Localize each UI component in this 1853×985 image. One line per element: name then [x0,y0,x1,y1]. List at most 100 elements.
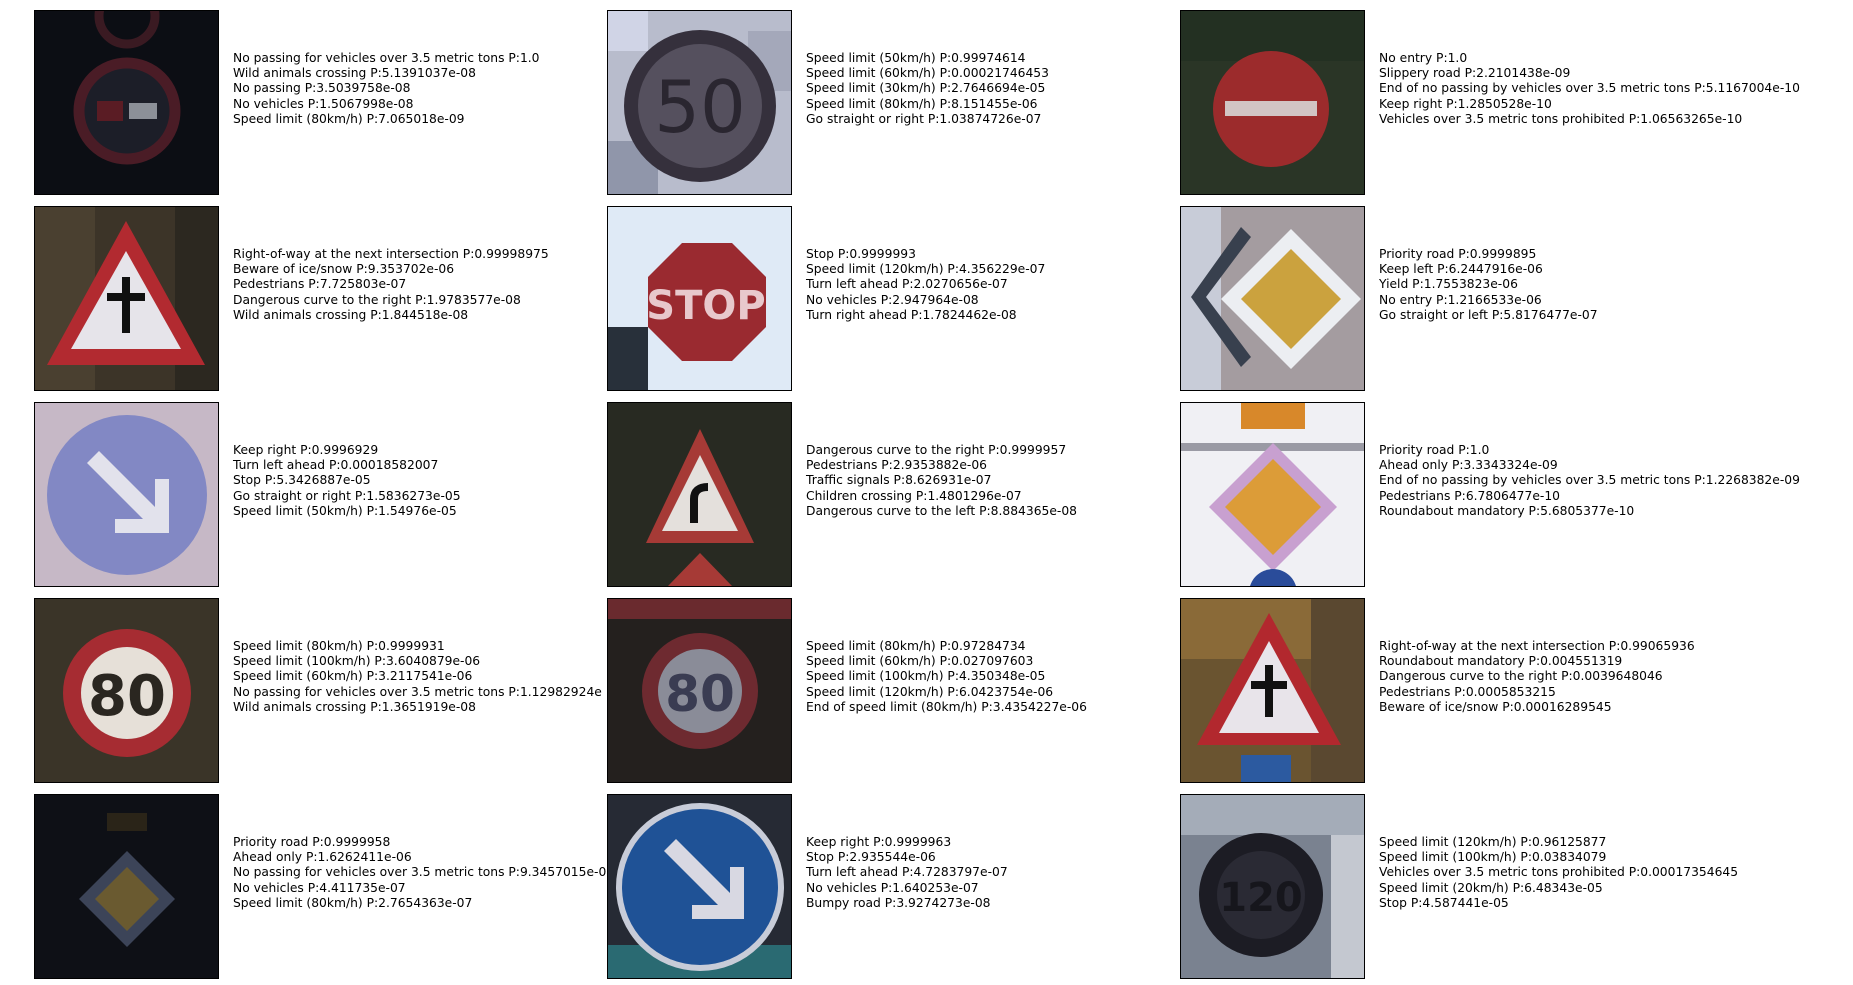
prediction-text: Speed limit (100km/h) P:3.6040879e-06 [233,654,481,669]
prediction-text: Keep right P:0.9999963 [806,835,952,849]
prediction-text: Pedestrians P:2.9353882e-06 [806,458,987,473]
prediction-text: Slippery road P:2.2101438e-09 [1379,66,1571,81]
prediction-text: Keep left P:6.2447916e-06 [1379,262,1543,277]
prediction-text: Beware of ice/snow P:9.353702e-06 [233,262,455,277]
prediction-text: Turn left ahead P:0.00018582007 [233,458,439,473]
prediction-text: Speed limit (80km/h) P:7.065018e-09 [233,111,465,126]
prediction-text: Dangerous curve to the right P:0.9999957 [806,443,1067,457]
speed-limit-120-sign-icon: 120 [1181,795,1364,978]
sign-thumbnail: 80 [607,598,792,783]
priority-road-sign-icon [1181,207,1364,390]
priority-road-sign-icon [1181,403,1364,586]
prediction-text: Speed limit (80km/h) P:2.7654363e-07 [233,895,473,910]
prediction-text: Speed limit (120km/h) P:4.356229e-07 [806,262,1046,277]
prediction-text: Wild animals crossing P:5.1391037e-08 [233,66,476,81]
prediction-list: Right-of-way at the next intersection P:… [1379,639,1853,715]
prediction-list: Keep right P:0.9996929 Turn left ahead P… [233,443,873,519]
sign-thumbnail [1180,10,1365,195]
prediction-text: Dangerous curve to the left P:8.884365e-… [806,503,1077,518]
panel: 80 Speed limit (80km/h) P:0.9999931 Spee… [34,598,654,783]
prediction-list: Speed limit (50km/h) P:0.99974614 Speed … [806,51,1446,127]
keep-right-sign-icon [35,403,218,586]
prediction-text: Bumpy road P:3.9274273e-08 [806,895,991,910]
prediction-text: Vehicles over 3.5 metric tons prohibited… [1379,865,1739,880]
sign-thumbnail [1180,206,1365,391]
prediction-text: No passing for vehicles over 3.5 metric … [233,684,602,699]
sign-thumbnail: STOP [607,206,792,391]
prediction-text: No entry P:1.0 [1379,51,1468,65]
prediction-text: Speed limit (50km/h) P:1.54976e-05 [233,503,457,518]
prediction-list: Priority road P:1.0 Ahead only P:3.33433… [1379,443,1853,519]
prediction-text: Go straight or right P:1.5836273e-05 [233,488,461,503]
prediction-text: Stop P:0.9999993 [806,247,916,261]
prediction-text: Ahead only P:3.3343324e-09 [1379,458,1558,473]
prediction-text: Keep right P:0.9996929 [233,443,379,457]
svg-text:120: 120 [1219,875,1303,921]
no-entry-sign-icon [1181,11,1364,194]
svg-text:80: 80 [88,664,166,729]
prediction-text: Turn left ahead P:2.0270656e-07 [806,277,1008,292]
panel: No passing for vehicles over 3.5 metric … [34,10,654,195]
sign-thumbnail: 80 [34,598,219,783]
panel: 120 Speed limit (120km/h) P:0.96125877 S… [1180,794,1800,979]
svg-text:80: 80 [665,665,735,723]
prediction-list: Priority road P:0.9999958 Ahead only P:1… [233,835,873,911]
prediction-text: Speed limit (80km/h) P:8.151455e-06 [806,96,1038,111]
prediction-text: Pedestrians P:7.725803e-07 [233,277,407,292]
panel: Priority road P:0.9999895 Keep left P:6.… [1180,206,1800,391]
panel: No entry P:1.0 Slippery road P:2.2101438… [1180,10,1800,195]
prediction-list: Right-of-way at the next intersection P:… [233,247,873,323]
sign-thumbnail [607,794,792,979]
prediction-list: Priority road P:0.9999895 Keep left P:6.… [1379,247,1853,323]
prediction-text: Speed limit (80km/h) P:0.97284734 [806,639,1026,653]
prediction-text: Speed limit (100km/h) P:4.350348e-05 [806,669,1046,684]
prediction-text: No vehicles P:2.947964e-08 [806,292,979,307]
prediction-text: End of no passing by vehicles over 3.5 m… [1379,81,1800,96]
prediction-text: Keep right P:1.2850528e-10 [1379,96,1552,111]
prediction-text: No vehicles P:1.5067998e-08 [233,96,414,111]
prediction-list: Dangerous curve to the right P:0.9999957… [806,443,1446,519]
panel: STOP Stop P:0.9999993 Speed limit (120km… [607,206,1227,391]
prediction-text: Priority road P:1.0 [1379,443,1490,457]
sign-thumbnail [1180,598,1365,783]
prediction-text: Roundabout mandatory P:5.6805377e-10 [1379,503,1635,518]
prediction-text: Speed limit (60km/h) P:0.027097603 [806,654,1034,669]
priority-road-sign-icon [35,795,218,978]
panel: 50 Speed limit (50km/h) P:0.99974614 Spe… [607,10,1227,195]
sign-thumbnail: 50 [607,10,792,195]
prediction-list: Speed limit (80km/h) P:0.97284734 Speed … [806,639,1446,715]
prediction-text: Priority road P:0.9999958 [233,835,391,849]
prediction-text: Priority road P:0.9999895 [1379,247,1537,261]
prediction-text: Speed limit (120km/h) P:0.96125877 [1379,835,1607,849]
panel: Dangerous curve to the right P:0.9999957… [607,402,1227,587]
prediction-text: Right-of-way at the next intersection P:… [1379,639,1695,653]
prediction-text: Speed limit (60km/h) P:0.00021746453 [806,66,1049,81]
sign-thumbnail [34,206,219,391]
speed-limit-50-sign-icon: 50 [608,11,791,194]
prediction-text: Speed limit (50km/h) P:0.99974614 [806,51,1026,65]
prediction-text: Roundabout mandatory P:0.004551319 [1379,654,1623,669]
prediction-text: Beware of ice/snow P:0.00016289545 [1379,699,1612,714]
prediction-text: Stop P:5.3426887e-05 [233,473,371,488]
prediction-text: Right-of-way at the next intersection P:… [233,247,549,261]
prediction-text: Speed limit (80km/h) P:0.9999931 [233,639,445,653]
prediction-text: No passing for vehicles over 3.5 metric … [233,865,607,880]
speed-limit-80-sign-icon: 80 [608,599,791,782]
prediction-list: No passing for vehicles over 3.5 metric … [233,51,873,127]
right-of-way-sign-icon [1181,599,1364,782]
panel: Priority road P:0.9999958 Ahead only P:1… [34,794,654,979]
panel: Priority road P:1.0 Ahead only P:3.33433… [1180,402,1800,587]
svg-text:50: 50 [654,65,746,149]
prediction-text: Stop P:2.935544e-06 [806,850,936,865]
panel: 80 Speed limit (80km/h) P:0.97284734 Spe… [607,598,1227,783]
prediction-text: No passing for vehicles over 3.5 metric … [233,51,540,65]
speed-limit-80-sign-icon: 80 [35,599,218,782]
prediction-text: Go straight or left P:5.8176477e-07 [1379,307,1598,322]
sign-thumbnail [607,402,792,587]
prediction-text: End of no passing by vehicles over 3.5 m… [1379,473,1800,488]
prediction-text: No vehicles P:1.640253e-07 [806,880,979,895]
right-of-way-sign-icon [35,207,218,390]
panel: Keep right P:0.9996929 Turn left ahead P… [34,402,654,587]
sign-thumbnail [34,794,219,979]
